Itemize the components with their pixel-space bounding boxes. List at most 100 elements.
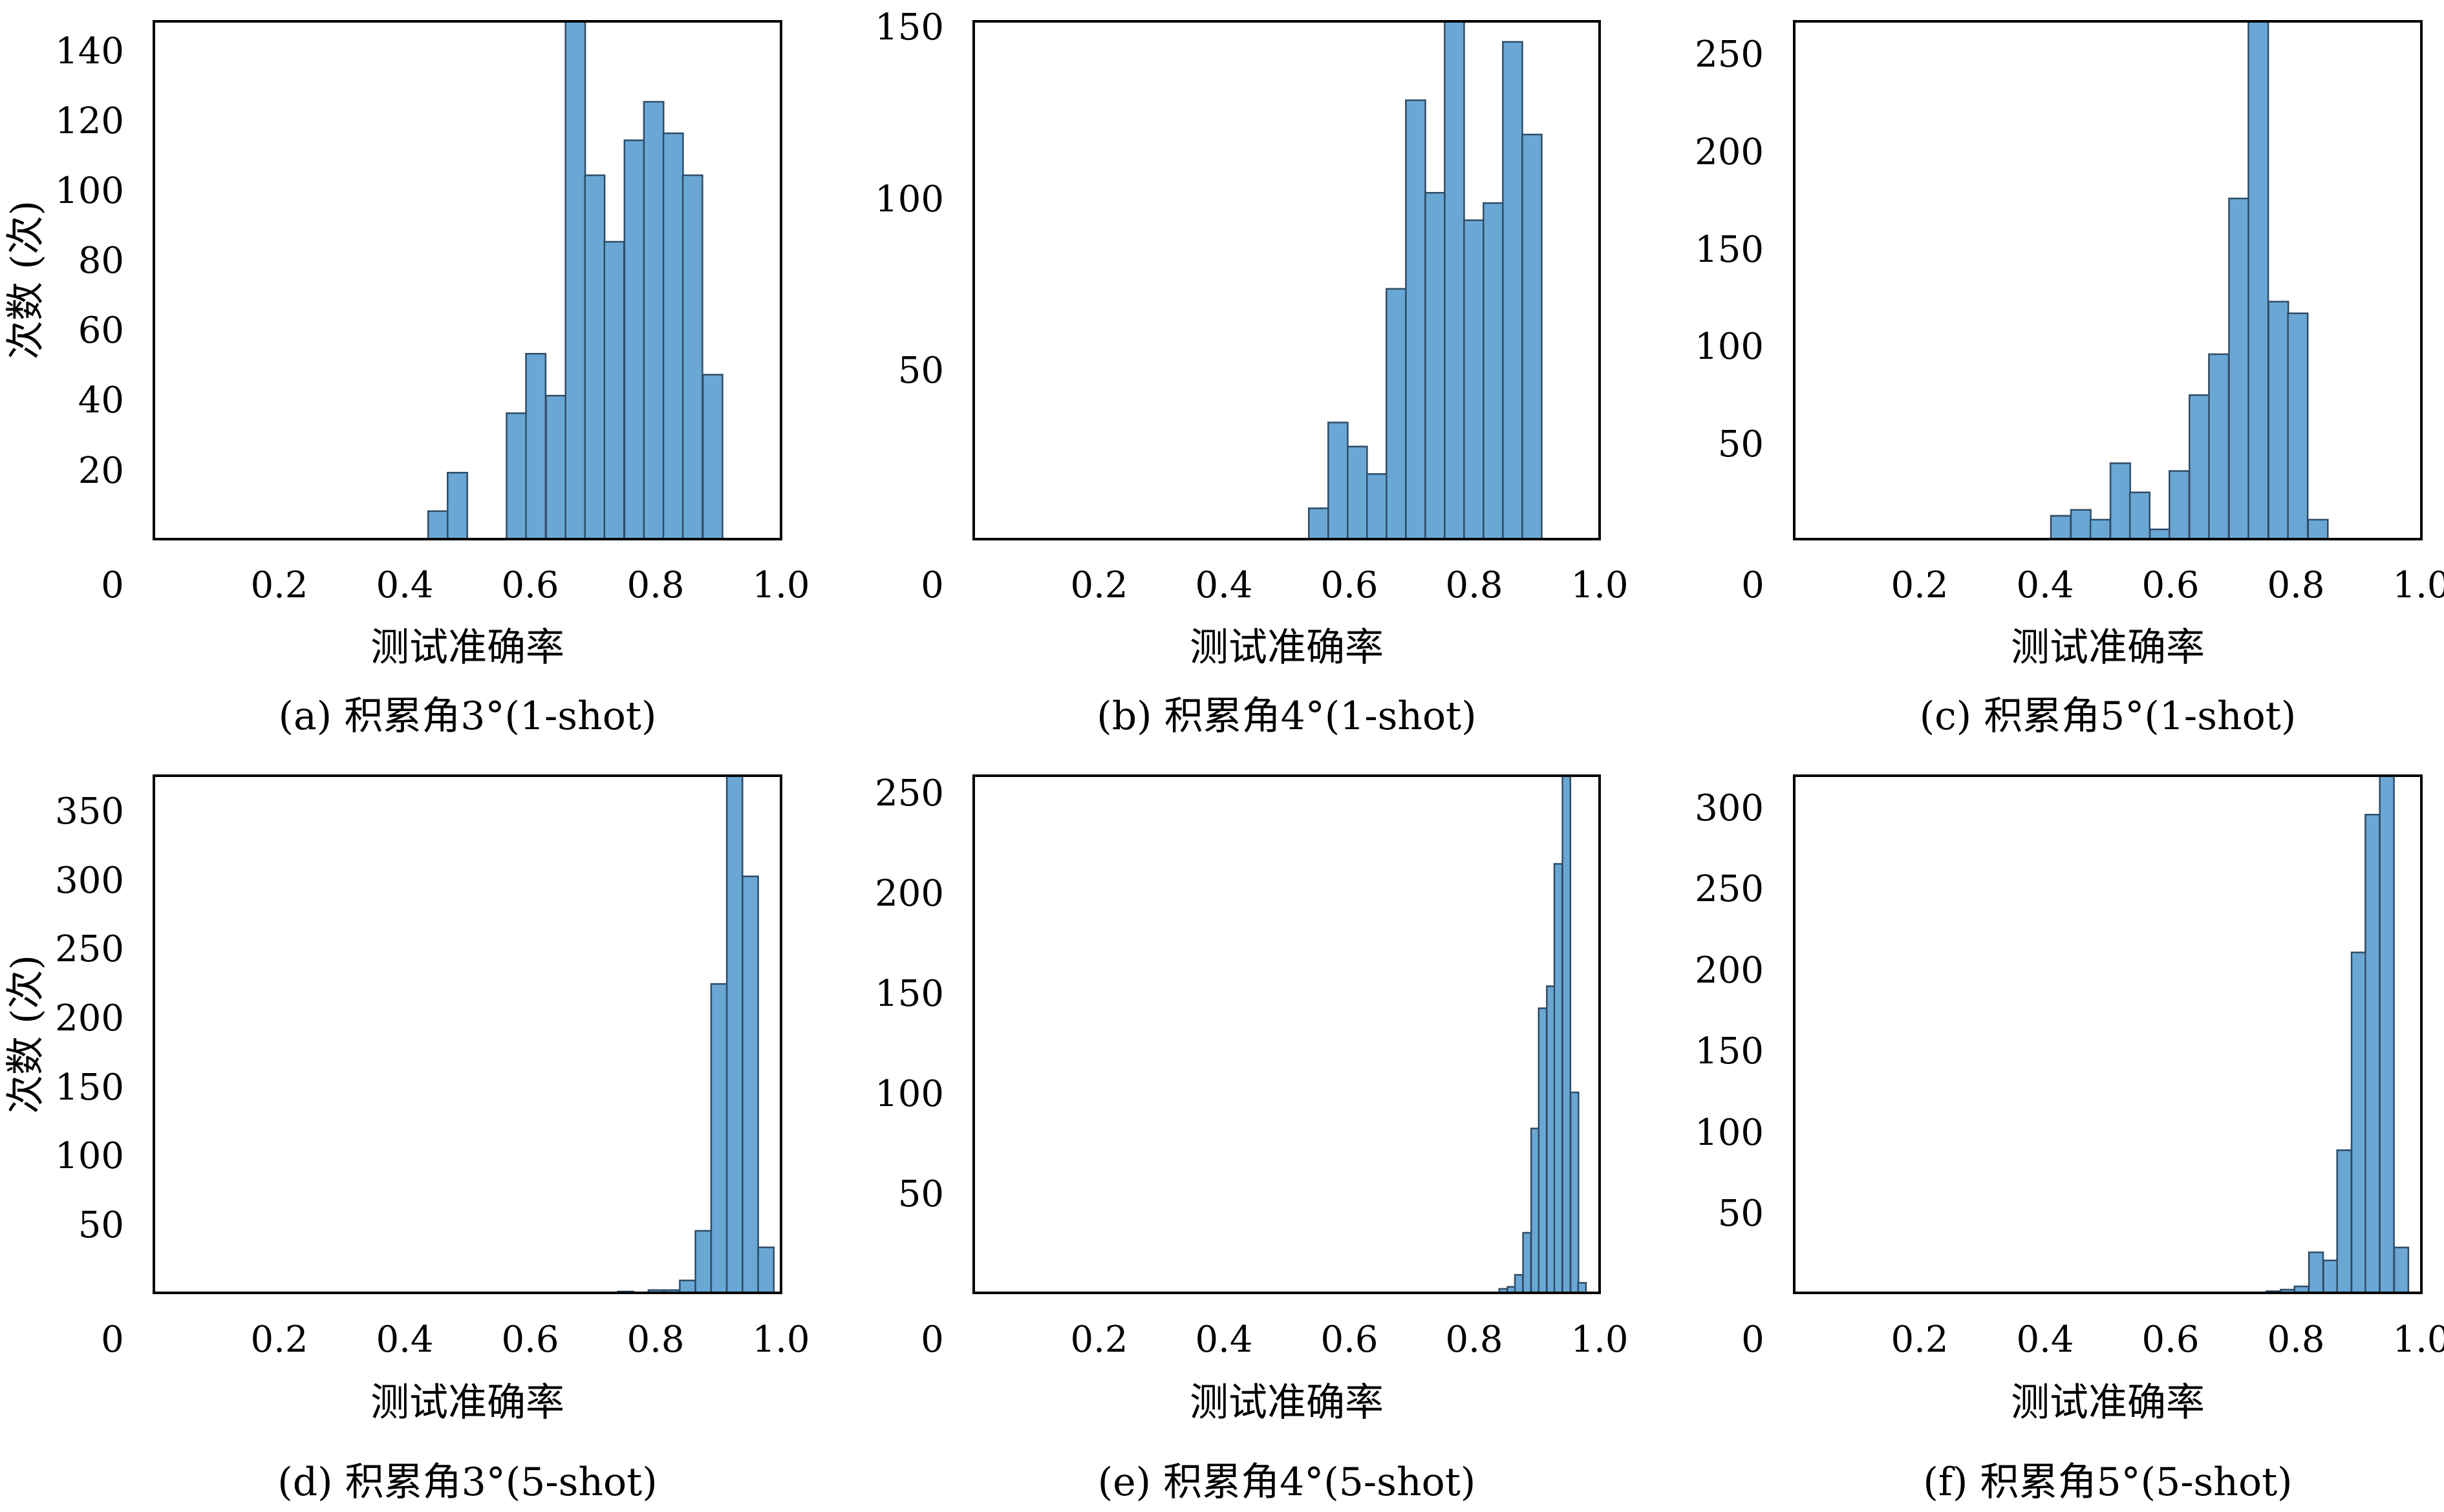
panel-d-bar: [694, 1230, 713, 1294]
panel-d-yticks-label: 300: [55, 860, 124, 902]
panel-d-xlabel: 测试准确率: [370, 1380, 564, 1425]
panel-b-xticks-label: 0.4: [1195, 564, 1252, 606]
panel-b-xticks-label: 0.8: [1445, 564, 1503, 606]
panel-c-xticks-label: 0: [1741, 564, 1764, 606]
panel-b-frame: [972, 20, 1601, 540]
panel-a-yticks-label: 100: [55, 170, 124, 212]
panel-e-caption: (e) 积累角4°(5-shot): [1098, 1460, 1476, 1505]
panel-a-bar: [525, 352, 547, 540]
panel-c-bar: [2307, 518, 2329, 540]
panel-f-xticks-label: 0.6: [2141, 1319, 2199, 1361]
panel-a-bar: [702, 374, 724, 540]
panel-d-yticks-label: 350: [55, 791, 124, 833]
panel-f-yticks-label: 300: [1695, 787, 1764, 829]
panel-f-bar: [2336, 1149, 2352, 1294]
panel-f-bar: [2379, 774, 2395, 1294]
panel-a: 20 40 60 80 100 120 140 0 0.2 0.4 0.6 0.…: [3, 20, 810, 739]
panel-f-frame: [1793, 774, 2423, 1294]
panel-a-bars: [427, 20, 724, 540]
panel-b-bar: [1347, 445, 1368, 540]
panel-a-bar: [681, 174, 703, 540]
panel-c-bar: [2089, 518, 2111, 540]
panel-a-bar: [427, 510, 449, 540]
panel-d-yticks-label: 250: [55, 928, 124, 970]
panel-e-xticks-label: 0.8: [1445, 1319, 1503, 1361]
panel-d-bars: [617, 774, 775, 1294]
panel-b-bar: [1483, 202, 1504, 540]
panel-c-yticks-label: 50: [1718, 423, 1764, 465]
panel-f-xticks-label: 1.0: [2392, 1319, 2444, 1361]
panel-d-xticks-label: 1.0: [752, 1319, 809, 1361]
panel-b-bars: [1308, 20, 1543, 540]
panel-b-bar: [1327, 421, 1349, 540]
panel-a-xticks-label: 0.4: [376, 564, 433, 606]
panel-e-bar: [1553, 863, 1563, 1294]
panel-b-bar: [1424, 191, 1446, 540]
panel-c-xticks-label: 0.6: [2141, 564, 2199, 606]
panel-e-xticks-label: 0.6: [1320, 1319, 1378, 1361]
panel-d-caption: (d) 积累角3°(5-shot): [277, 1460, 657, 1505]
panel-e-xlabel: 测试准确率: [1190, 1380, 1384, 1425]
panel-c-bar: [2109, 462, 2131, 540]
panel-b-bar: [1366, 473, 1388, 540]
panel-e-bar: [1577, 1282, 1587, 1294]
panel-e-bar: [1569, 1091, 1580, 1294]
panel-b: 50 100 150 0 0.2 0.4 0.6 0.8 1.0 测试准确率 (…: [875, 6, 1628, 739]
panel-c-yticks-label: 100: [1695, 326, 1764, 368]
panel-f-xlabel: 测试准确率: [2011, 1380, 2205, 1425]
panel-f-xticks-label: 0.8: [2267, 1319, 2324, 1361]
panel-a-bar: [545, 394, 567, 540]
panel-d-bar: [757, 1246, 775, 1294]
panel-d-bar: [725, 774, 744, 1294]
panel-c-yticks-label: 250: [1695, 34, 1764, 76]
panel-f-yticks-label: 50: [1718, 1193, 1764, 1235]
panel-a-yticks-label: 60: [78, 310, 124, 352]
panel-c-bar: [2267, 301, 2289, 540]
panel-c-xticks-label: 1.0: [2392, 564, 2444, 606]
panel-c-caption: (c) 积累角5°(1-shot): [1920, 694, 2297, 739]
panel-c-xlabel: 测试准确率: [2011, 625, 2205, 670]
panel-e-frame: [972, 774, 1601, 1294]
panel-a-bar: [662, 132, 684, 540]
panel-b-yticks-label: 150: [875, 6, 944, 48]
panel-a-ylabel: 次数 (次): [3, 200, 48, 359]
panel-e-xticks-label: 0.2: [1070, 1319, 1128, 1361]
panel-d-yticks-label: 100: [55, 1135, 124, 1177]
panel-a-xticks-label: 1.0: [752, 564, 809, 606]
panel-c-bar: [2128, 491, 2151, 540]
panel-a-yticks-label: 80: [78, 240, 124, 282]
panel-a-bar: [643, 101, 665, 540]
panel-d-bar: [742, 875, 759, 1294]
panel-c-bar: [2287, 312, 2309, 540]
panel-a-bar: [584, 174, 606, 540]
panel-c: 50 100 150 200 250 0 0.2 0.4 0.6 0.8 1.0…: [1695, 20, 2444, 739]
panel-f-bars: [2265, 774, 2410, 1294]
panel-b-xticks-label: 0.2: [1070, 564, 1128, 606]
panel-d-yticks-label: 50: [78, 1204, 124, 1246]
panel-e-bar: [1522, 1231, 1532, 1294]
panel-f-yticks-label: 100: [1695, 1112, 1764, 1154]
panel-a-frame: [153, 20, 782, 540]
panel-c-xticks-label: 0.4: [2016, 564, 2074, 606]
panel-a-xticks-label: 0: [101, 564, 124, 606]
panel-c-bar: [2189, 394, 2211, 540]
panel-e-yticks-label: 150: [875, 973, 944, 1015]
panel-c-bar: [2228, 197, 2250, 540]
panel-c-bar: [2149, 528, 2171, 540]
panel-a-bar: [447, 471, 468, 540]
panel-a-bar: [603, 240, 625, 540]
panel-e-bar: [1538, 1007, 1548, 1294]
panel-c-bar: [2208, 353, 2230, 540]
panel-c-frame: [1793, 20, 2423, 540]
panel-c-xticks-label: 0.2: [1891, 564, 1948, 606]
panel-c-yticks-label: 200: [1695, 131, 1764, 173]
panel-e-yticks-label: 250: [875, 772, 944, 815]
panel-c-bar: [2247, 20, 2269, 540]
panel-e-xticks-label: 0.4: [1195, 1319, 1252, 1361]
panel-b-xticks-label: 0.6: [1320, 564, 1378, 606]
panel-f-bar: [2308, 1251, 2324, 1294]
panel-f-bar: [2350, 952, 2367, 1294]
panel-d-ylabel: 次数 (次): [3, 955, 48, 1114]
panel-a-yticks-label: 140: [55, 30, 124, 72]
panel-e-xticks-label: 0: [921, 1319, 944, 1361]
